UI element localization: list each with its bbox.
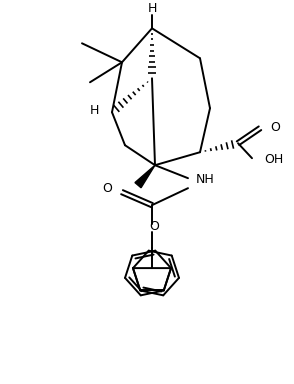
Text: O: O — [149, 220, 159, 233]
Text: H: H — [147, 2, 157, 15]
Text: O: O — [102, 182, 112, 195]
Text: O: O — [270, 121, 280, 134]
Text: H: H — [89, 104, 99, 117]
Text: NH: NH — [196, 173, 215, 186]
Text: OH: OH — [264, 153, 283, 166]
Polygon shape — [135, 165, 155, 188]
